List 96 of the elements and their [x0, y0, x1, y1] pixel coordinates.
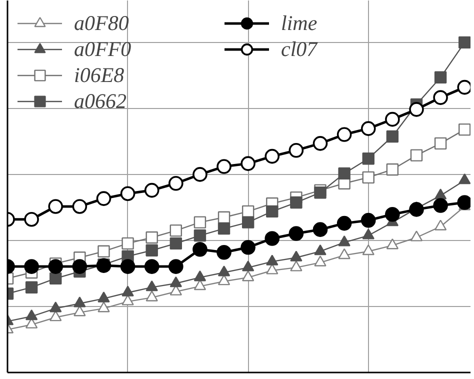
point: [194, 229, 206, 242]
point: [266, 264, 278, 274]
point: [360, 212, 376, 228]
point: [409, 102, 424, 117]
point: [72, 259, 88, 274]
point: [433, 90, 448, 105]
point: [98, 302, 110, 312]
point: [314, 186, 326, 199]
point: [216, 244, 232, 260]
point: [240, 240, 256, 255]
point: [24, 212, 39, 227]
point: [50, 302, 62, 312]
legend-label: a0FF0: [74, 36, 132, 62]
point: [98, 245, 110, 258]
point: [385, 112, 400, 127]
point: [266, 205, 278, 218]
legend-label: a0F80: [74, 10, 130, 36]
point: [288, 142, 304, 158]
point: [434, 71, 447, 84]
point: [74, 296, 86, 308]
point: [433, 198, 448, 213]
point: [362, 244, 374, 256]
point: [290, 196, 302, 209]
point: [98, 292, 110, 302]
point: [240, 156, 256, 171]
point: [312, 222, 328, 237]
point: [242, 216, 254, 228]
point: [216, 159, 232, 174]
point: [360, 121, 376, 136]
point: [338, 167, 350, 180]
point: [144, 182, 160, 198]
point: [50, 272, 62, 285]
point: [434, 188, 447, 200]
point: [362, 171, 374, 184]
point: [336, 216, 352, 231]
point: [264, 231, 280, 246]
point: [458, 36, 470, 49]
point: [146, 290, 158, 302]
point: [434, 220, 447, 230]
point: [146, 231, 158, 244]
legend-label: lime: [281, 10, 318, 36]
point: [266, 254, 278, 266]
legend-label: cl07: [281, 36, 319, 62]
point: [338, 248, 350, 260]
point: [25, 309, 38, 320]
point: [314, 244, 326, 256]
point: [434, 137, 447, 150]
point: [168, 176, 184, 191]
point: [170, 237, 182, 250]
point: [314, 256, 326, 266]
point: [48, 259, 64, 274]
point: [170, 276, 182, 288]
point: [386, 163, 399, 176]
point: [338, 236, 350, 246]
point: [96, 191, 112, 206]
point: [242, 260, 254, 272]
point: [410, 149, 423, 162]
point: [120, 259, 136, 274]
point: [458, 123, 470, 136]
point: [409, 202, 424, 217]
legend-label: a0662: [74, 88, 128, 114]
point: [290, 260, 302, 272]
point: [120, 186, 136, 201]
point: [290, 250, 302, 262]
point: [410, 230, 423, 242]
point: [336, 127, 352, 142]
point: [386, 238, 399, 250]
point: [146, 244, 158, 256]
point: [72, 199, 88, 214]
point: [170, 224, 182, 237]
point: [312, 136, 328, 151]
point: [122, 237, 134, 250]
point: [218, 266, 230, 276]
point: [146, 280, 158, 292]
point: [48, 199, 64, 214]
point: [218, 211, 230, 224]
point: [362, 152, 374, 165]
point: [122, 286, 134, 296]
point: [194, 216, 206, 228]
point: [168, 259, 184, 274]
point: [264, 148, 280, 164]
point: [25, 281, 38, 294]
point: [362, 228, 374, 240]
point: [192, 242, 208, 257]
legend-label: i06E8: [74, 62, 126, 88]
point: [122, 294, 134, 306]
point: [385, 207, 400, 222]
point: [144, 259, 160, 274]
point: [194, 270, 206, 282]
point: [24, 259, 39, 274]
point: [386, 130, 399, 143]
point: [218, 222, 230, 235]
point: [458, 173, 470, 184]
point: [288, 226, 304, 241]
point: [242, 270, 254, 282]
point: [192, 167, 208, 182]
